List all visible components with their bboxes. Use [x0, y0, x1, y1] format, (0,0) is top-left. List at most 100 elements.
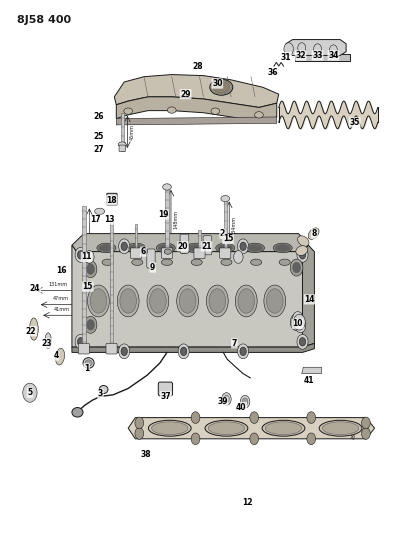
Ellipse shape: [85, 360, 92, 366]
Ellipse shape: [147, 285, 169, 317]
Circle shape: [314, 44, 322, 54]
Text: 31: 31: [280, 53, 291, 62]
Ellipse shape: [99, 385, 108, 393]
Ellipse shape: [72, 408, 83, 417]
Ellipse shape: [205, 420, 248, 436]
Circle shape: [84, 317, 97, 333]
Text: 41: 41: [303, 376, 314, 385]
Ellipse shape: [210, 79, 233, 95]
FancyBboxPatch shape: [203, 236, 212, 255]
Ellipse shape: [162, 259, 172, 265]
Ellipse shape: [206, 285, 228, 317]
Ellipse shape: [120, 289, 136, 313]
Circle shape: [77, 337, 84, 346]
Circle shape: [297, 247, 308, 262]
Ellipse shape: [158, 245, 173, 252]
Ellipse shape: [30, 318, 38, 340]
Ellipse shape: [216, 243, 235, 253]
Ellipse shape: [308, 228, 319, 239]
Text: 10: 10: [292, 319, 303, 328]
FancyBboxPatch shape: [180, 234, 189, 253]
Ellipse shape: [156, 243, 175, 253]
Text: 28: 28: [192, 62, 203, 70]
Text: 131mm: 131mm: [49, 281, 68, 287]
Ellipse shape: [298, 236, 309, 246]
Polygon shape: [72, 245, 302, 347]
Polygon shape: [302, 367, 322, 374]
Circle shape: [307, 433, 316, 445]
Text: 37: 37: [160, 392, 171, 401]
Polygon shape: [128, 418, 375, 439]
Text: 25: 25: [93, 132, 104, 141]
Circle shape: [23, 383, 37, 402]
Circle shape: [284, 43, 293, 55]
Ellipse shape: [247, 245, 263, 252]
FancyBboxPatch shape: [130, 248, 142, 259]
Circle shape: [135, 417, 144, 429]
Circle shape: [299, 251, 306, 259]
Circle shape: [119, 239, 130, 254]
Ellipse shape: [213, 82, 229, 93]
Ellipse shape: [118, 142, 126, 147]
Text: 19: 19: [158, 210, 168, 219]
Text: 148mm: 148mm: [173, 210, 178, 229]
FancyBboxPatch shape: [194, 248, 205, 259]
Ellipse shape: [209, 289, 226, 313]
Ellipse shape: [255, 112, 263, 118]
Polygon shape: [121, 113, 124, 151]
Circle shape: [87, 319, 95, 330]
Text: 34: 34: [328, 51, 339, 60]
Circle shape: [75, 247, 86, 262]
Text: 8: 8: [312, 229, 317, 238]
Ellipse shape: [163, 184, 171, 190]
Ellipse shape: [267, 289, 283, 313]
Text: 12: 12: [242, 498, 252, 507]
Text: 3: 3: [98, 389, 103, 398]
FancyBboxPatch shape: [119, 145, 125, 151]
Text: 22: 22: [26, 327, 36, 336]
Text: 27: 27: [93, 146, 104, 155]
Circle shape: [237, 344, 249, 359]
Ellipse shape: [117, 285, 139, 317]
Ellipse shape: [55, 348, 65, 365]
Text: Xj: Xj: [349, 435, 355, 440]
FancyBboxPatch shape: [162, 248, 172, 259]
Text: 24: 24: [30, 284, 40, 293]
Polygon shape: [286, 39, 346, 55]
Ellipse shape: [83, 358, 94, 368]
Text: 17: 17: [91, 215, 101, 224]
Polygon shape: [72, 343, 314, 352]
Circle shape: [119, 344, 130, 359]
Ellipse shape: [102, 259, 113, 265]
Ellipse shape: [140, 249, 148, 254]
Text: 38: 38: [141, 450, 151, 459]
Polygon shape: [116, 117, 277, 125]
Polygon shape: [116, 97, 277, 121]
Text: 23: 23: [42, 339, 52, 348]
Text: 15: 15: [83, 282, 93, 291]
Circle shape: [293, 314, 305, 330]
Polygon shape: [114, 75, 279, 108]
Circle shape: [87, 264, 95, 274]
Ellipse shape: [168, 107, 176, 114]
Ellipse shape: [150, 289, 166, 313]
Ellipse shape: [275, 245, 290, 252]
Ellipse shape: [211, 108, 220, 114]
Ellipse shape: [188, 245, 203, 252]
Ellipse shape: [319, 420, 362, 436]
Circle shape: [237, 239, 249, 254]
Text: 32: 32: [295, 51, 306, 60]
Ellipse shape: [124, 108, 132, 114]
Text: 5: 5: [28, 388, 32, 397]
Ellipse shape: [152, 422, 188, 434]
Circle shape: [191, 433, 200, 445]
Text: 41mm: 41mm: [54, 306, 70, 312]
Ellipse shape: [148, 420, 191, 436]
Ellipse shape: [95, 208, 105, 215]
Ellipse shape: [279, 259, 290, 265]
Ellipse shape: [262, 420, 305, 436]
Circle shape: [191, 412, 200, 423]
Circle shape: [224, 395, 229, 403]
Text: 29: 29: [180, 90, 191, 99]
Ellipse shape: [221, 196, 229, 202]
